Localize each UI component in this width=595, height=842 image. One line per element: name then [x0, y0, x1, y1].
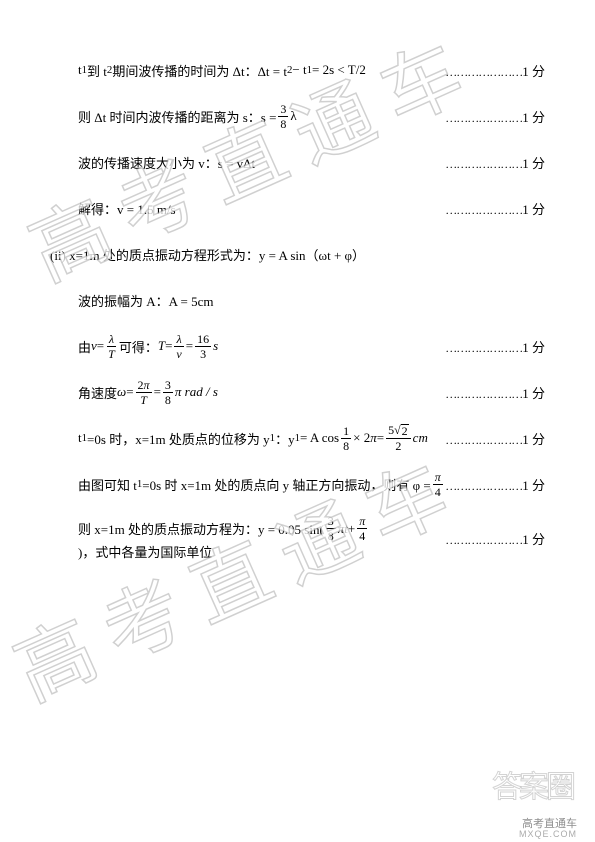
- dots-leader: [445, 340, 522, 355]
- score-text: 1 分: [522, 386, 545, 401]
- dots-leader: [445, 110, 522, 125]
- line-content: 则 x=1m 处的质点振动方程为：y = 0.05 sin( 38 πt + π…: [78, 515, 445, 561]
- score-text: 1 分: [522, 64, 545, 79]
- line-content: (ii) x=1m 处的质点振动方程形式为：y = A sin（ωt + φ）: [50, 245, 365, 264]
- dots-leader: [445, 156, 522, 171]
- solution-line: 波的传播速度大小为 v：s = vΔt 1 分: [78, 147, 545, 177]
- line-score: 1 分: [445, 153, 545, 172]
- solution-line: t1=0s 时，x=1m 处质点的位移为 y1：y1 = A cos 18 × …: [78, 423, 545, 453]
- dots-leader: [445, 202, 522, 217]
- line-score: 1 分: [445, 107, 545, 126]
- line-content: 由图可知 t1=0s 时 x=1m 处的质点向 y 轴正方向振动，则有 φ = …: [78, 471, 445, 498]
- score-text: 1 分: [522, 432, 545, 447]
- score-text: 1 分: [522, 156, 545, 171]
- solution-body: t1 到 t2 期间波传播的时间为 Δt：Δt = t2 − t1 = 2s <…: [78, 55, 545, 561]
- line-content: 由 v = λT 可得：T = λv = 163 s: [78, 333, 218, 360]
- line-score: 1 分: [445, 337, 545, 356]
- score-text: 1 分: [522, 478, 545, 493]
- score-text: 1 分: [522, 532, 545, 547]
- solution-line: t1 到 t2 期间波传播的时间为 Δt：Δt = t2 − t1 = 2s <…: [78, 55, 545, 85]
- score-text: 1 分: [522, 110, 545, 125]
- solution-line: 由图可知 t1=0s 时 x=1m 处的质点向 y 轴正方向振动，则有 φ = …: [78, 469, 545, 499]
- score-text: 1 分: [522, 340, 545, 355]
- line-content: t1 到 t2 期间波传播的时间为 Δt：Δt = t2 − t1 = 2s <…: [78, 61, 366, 80]
- footer-logo-glyph: 答案圈: [483, 773, 573, 803]
- line-score: 1 分: [445, 529, 545, 548]
- solution-line: 解得：v = 1.5 m/s 1 分: [78, 193, 545, 223]
- line-score: 1 分: [445, 199, 545, 218]
- dots-leader: [445, 432, 522, 447]
- line-content: 则 Δt 时间内波传播的距离为 s：s = 38 λ: [78, 103, 297, 130]
- page-root: t1 到 t2 期间波传播的时间为 Δt：Δt = t2 − t1 = 2s <…: [0, 0, 595, 842]
- footer-caption: 高考直通车 MXQE.COM: [519, 818, 577, 840]
- footer-caption-sub: MXQE.COM: [519, 830, 577, 840]
- line-content: 波的振幅为 A：A = 5cm: [78, 291, 214, 310]
- line-content: 解得：v = 1.5 m/s: [78, 199, 176, 218]
- line-score: 1 分: [445, 383, 545, 402]
- line-score: 1 分: [445, 429, 545, 448]
- solution-line: 则 Δt 时间内波传播的距离为 s：s = 38 λ 1 分: [78, 101, 545, 131]
- solution-line: (ii) x=1m 处的质点振动方程形式为：y = A sin（ωt + φ）: [50, 239, 545, 269]
- solution-line: 则 x=1m 处的质点振动方程为：y = 0.05 sin( 38 πt + π…: [78, 515, 545, 561]
- solution-line: 角速度 ω = 2πT = 38 π rad / s 1 分: [78, 377, 545, 407]
- line-score: 1 分: [445, 61, 545, 80]
- dots-leader: [445, 532, 522, 547]
- line-content: 角速度 ω = 2πT = 38 π rad / s: [78, 379, 218, 406]
- dots-leader: [445, 478, 522, 493]
- score-text: 1 分: [522, 202, 545, 217]
- line-score: 1 分: [445, 475, 545, 494]
- solution-line: 由 v = λT 可得：T = λv = 163 s 1 分: [78, 331, 545, 361]
- line-content: 波的传播速度大小为 v：s = vΔt: [78, 153, 255, 172]
- solution-line: 波的振幅为 A：A = 5cm: [78, 285, 545, 315]
- dots-leader: [445, 386, 522, 401]
- line-content: t1=0s 时，x=1m 处质点的位移为 y1：y1 = A cos 18 × …: [78, 424, 428, 452]
- dots-leader: [445, 64, 522, 79]
